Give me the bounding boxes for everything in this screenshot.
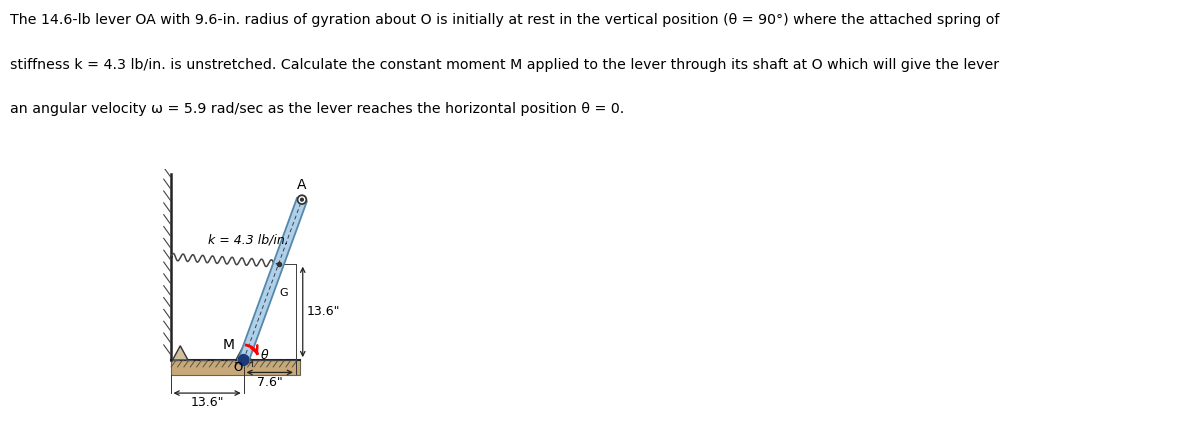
Text: 13.6": 13.6": [307, 305, 341, 318]
Text: M: M: [222, 338, 234, 352]
Text: O: O: [233, 361, 242, 374]
Bar: [170, 360, 300, 375]
Text: θ: θ: [260, 349, 268, 361]
Text: G: G: [280, 288, 288, 298]
Text: an angular velocity ω = 5.9 rad/sec as the lever reaches the horizontal position: an angular velocity ω = 5.9 rad/sec as t…: [10, 102, 624, 116]
Circle shape: [300, 198, 304, 201]
Text: 13.6": 13.6": [191, 396, 224, 409]
Polygon shape: [236, 346, 251, 360]
Text: A: A: [298, 178, 307, 192]
Text: 7.6": 7.6": [257, 376, 282, 389]
Polygon shape: [239, 198, 307, 362]
Polygon shape: [173, 346, 188, 360]
Text: The 14.6-lb lever OA with 9.6-in. radius of gyration about O is initially at res: The 14.6-lb lever OA with 9.6-in. radius…: [10, 13, 998, 28]
Text: stiffness k = 4.3 lb/in. is unstretched. Calculate the constant moment M applied: stiffness k = 4.3 lb/in. is unstretched.…: [10, 58, 998, 72]
Circle shape: [238, 354, 250, 365]
Circle shape: [238, 354, 250, 365]
Circle shape: [298, 195, 306, 204]
Text: k = 4.3 lb/in.: k = 4.3 lb/in.: [208, 234, 289, 246]
